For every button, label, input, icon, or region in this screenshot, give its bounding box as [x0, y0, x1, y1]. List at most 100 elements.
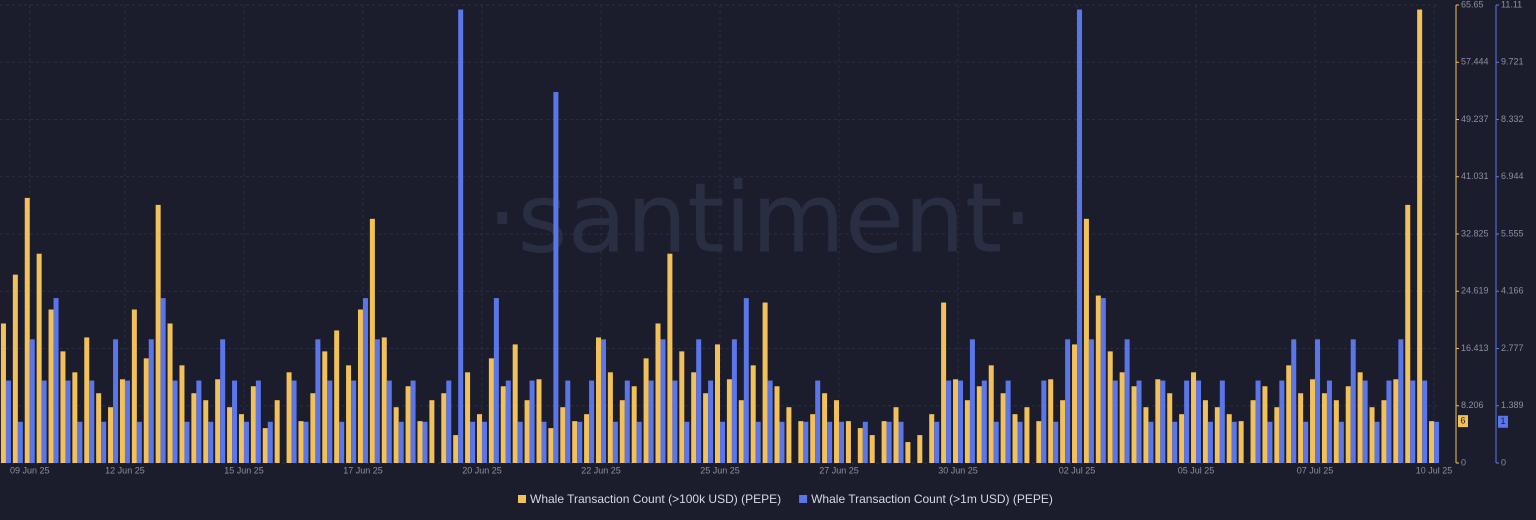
bar — [679, 351, 685, 463]
bar — [1072, 344, 1078, 463]
bar — [762, 302, 768, 463]
bar — [381, 337, 387, 463]
bar — [964, 400, 970, 463]
bar — [1422, 380, 1428, 463]
bar — [839, 421, 845, 463]
bar — [148, 339, 154, 463]
bar — [136, 421, 142, 463]
bar — [505, 380, 511, 463]
bar — [1362, 380, 1368, 463]
bar — [905, 442, 911, 463]
bar — [1024, 407, 1030, 463]
x-tick-label: 09 Jun 25 — [10, 465, 50, 475]
bar — [1131, 386, 1137, 463]
bar — [96, 393, 102, 463]
bar — [553, 91, 559, 463]
bar — [303, 421, 309, 463]
bar — [167, 323, 173, 463]
bar — [798, 421, 804, 463]
bar — [607, 372, 613, 463]
bar — [898, 421, 904, 463]
bar — [1100, 298, 1106, 463]
bar — [470, 421, 476, 463]
bar — [946, 380, 952, 463]
bar — [1041, 380, 1047, 463]
bar — [410, 380, 416, 463]
bar — [750, 365, 756, 463]
bar — [77, 421, 83, 463]
bar — [41, 380, 47, 463]
bar — [560, 407, 566, 463]
bar — [827, 421, 833, 463]
x-tick-label: 20 Jun 25 — [462, 465, 502, 475]
bar — [1350, 339, 1356, 463]
bar — [1083, 218, 1089, 463]
bar — [184, 421, 190, 463]
bar — [810, 414, 816, 463]
bar — [715, 344, 720, 463]
bar — [1202, 400, 1208, 463]
bar — [72, 372, 78, 463]
bar — [1179, 414, 1185, 463]
bar — [881, 421, 887, 463]
bar — [255, 380, 261, 463]
bar — [667, 253, 673, 463]
bar — [65, 380, 71, 463]
bar — [1155, 379, 1161, 463]
bar — [691, 372, 697, 463]
y2-tick-label: 6.944 — [1501, 171, 1524, 181]
y-tick-label: 16.413 — [1461, 343, 1489, 353]
bar — [862, 421, 868, 463]
bar — [755, 421, 761, 463]
bar — [262, 428, 268, 463]
bar — [250, 386, 256, 463]
bar — [993, 421, 999, 463]
bar — [1374, 421, 1380, 463]
bar — [84, 337, 90, 463]
bar — [584, 414, 590, 463]
bar — [1005, 380, 1011, 463]
bar — [5, 380, 11, 463]
bar — [672, 380, 678, 463]
y-tick-label: 65.65 — [1461, 0, 1484, 9]
bar — [857, 428, 863, 463]
bar — [1088, 339, 1094, 463]
bar — [1338, 421, 1344, 463]
y2-tick-label: 1.389 — [1501, 400, 1524, 410]
bar — [53, 298, 59, 463]
bar — [643, 358, 649, 463]
bar — [1405, 204, 1411, 463]
bar — [779, 421, 785, 463]
bar — [60, 351, 66, 463]
y2-tick-label: 4.166 — [1501, 286, 1524, 296]
bar — [1167, 393, 1173, 463]
x-tick-label: 22 Jun 25 — [581, 465, 621, 475]
bar — [636, 421, 642, 463]
bar — [274, 400, 280, 463]
bar — [822, 393, 828, 463]
bar — [969, 339, 975, 463]
bar — [227, 407, 233, 463]
bar — [1381, 400, 1387, 463]
bar — [1326, 380, 1332, 463]
bar — [36, 253, 42, 463]
bar — [619, 400, 625, 463]
bar — [1357, 372, 1363, 463]
bar — [1219, 380, 1225, 463]
bar — [215, 379, 221, 463]
bar — [1048, 379, 1054, 463]
bar — [1417, 9, 1423, 463]
x-tick-label: 15 Jun 25 — [224, 465, 264, 475]
bar — [1196, 380, 1202, 463]
bar — [1077, 9, 1083, 463]
bar — [1095, 295, 1101, 463]
bar — [1321, 393, 1327, 463]
bar — [536, 379, 542, 463]
x-tick-label: 25 Jun 25 — [700, 465, 740, 475]
bar — [600, 339, 606, 463]
bar — [24, 197, 30, 463]
bar — [203, 400, 209, 463]
bar — [488, 358, 494, 463]
y2-tick-label: 2.777 — [1501, 343, 1524, 353]
watermark: ·santiment· — [487, 162, 1033, 274]
